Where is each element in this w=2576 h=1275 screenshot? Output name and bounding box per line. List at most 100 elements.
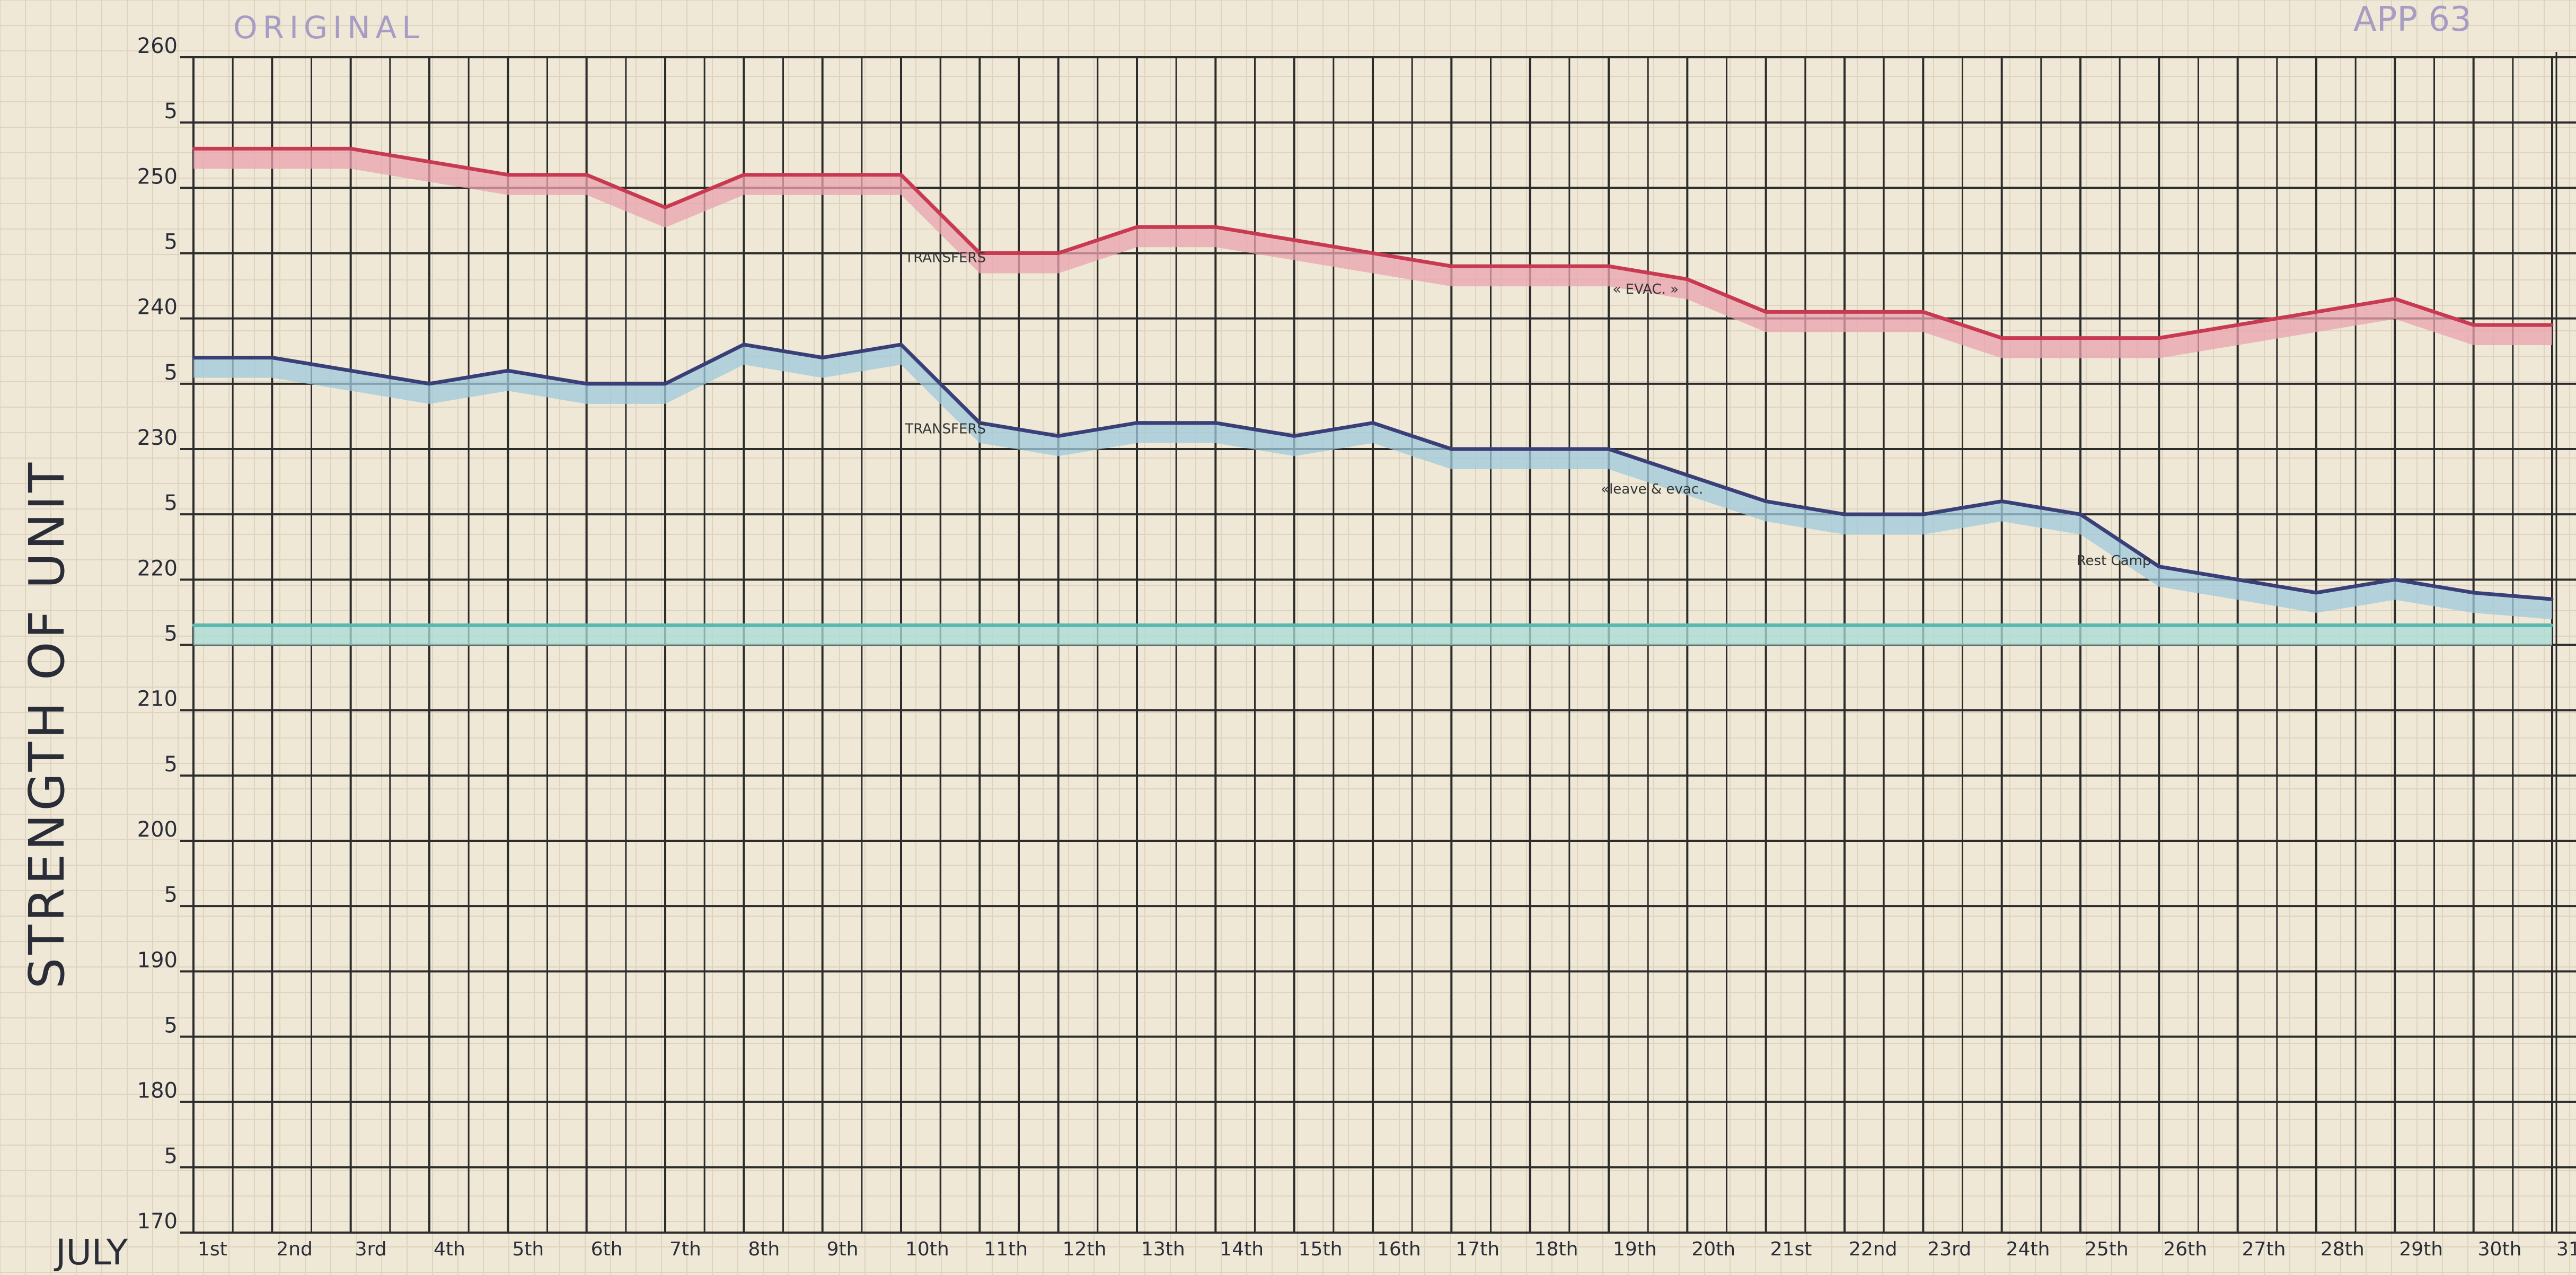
x-tick-label: 10th: [905, 1238, 949, 1260]
series-2-point: [1293, 434, 1296, 437]
series-2-point: [2236, 578, 2239, 581]
y-axis-title: STRENGTH OF UNIT: [19, 460, 75, 989]
x-tick-label: 5th: [512, 1238, 544, 1260]
x-tick-label: 21st: [1770, 1238, 1812, 1260]
y-tick-label: 190: [137, 948, 178, 972]
series-1-point: [1371, 252, 1374, 254]
series-1-point: [1843, 310, 1846, 313]
series-1-point: [192, 147, 195, 150]
series-3-point: [1057, 624, 1060, 627]
series-2-point: [1214, 421, 1217, 425]
series-1-point: [664, 206, 667, 209]
series-3-point: [2551, 624, 2554, 627]
series-1-point: [428, 160, 431, 163]
series-3-point: [1765, 624, 1768, 627]
x-tick-label: 14th: [1220, 1238, 1264, 1260]
annotation-label: « EVAC. »: [1612, 282, 1679, 297]
y-tick-label: 5: [164, 491, 178, 515]
series-1-point: [1529, 265, 1532, 268]
series-2-point: [1843, 513, 1846, 516]
series-2-point: [664, 382, 667, 385]
y-tick-label: 240: [137, 295, 178, 320]
series-3-point: [899, 624, 903, 627]
series-2-point: [1371, 421, 1374, 425]
series-1-point: [899, 173, 903, 177]
x-tick-label: 17th: [1455, 1238, 1499, 1260]
series-2-point: [2551, 597, 2554, 601]
series-2-point: [2000, 500, 2004, 503]
series-3-point: [2157, 624, 2160, 627]
annotation-label: TRANSFERS: [904, 250, 986, 266]
y-tick-label: 260: [137, 34, 178, 58]
series-1-point: [1214, 225, 1217, 228]
series-1-point: [506, 173, 509, 177]
series-1-point: [2000, 337, 2004, 340]
x-tick-label: 25th: [2085, 1238, 2129, 1260]
x-tick-label: 15th: [1299, 1238, 1343, 1260]
y-tick-label: 5: [164, 99, 178, 124]
series-3-point: [664, 624, 667, 627]
y-tick-label: 5: [164, 230, 178, 254]
series-3-point: [2079, 624, 2082, 627]
series-1-point: [2315, 310, 2318, 313]
x-tick-label: 3rd: [355, 1238, 387, 1260]
x-tick-label: 23rd: [1927, 1238, 1971, 1260]
series-3-point: [585, 624, 588, 627]
series-3-point: [1371, 624, 1374, 627]
x-tick-label: 28th: [2321, 1238, 2365, 1260]
x-tick-label: 31st: [2556, 1238, 2576, 1260]
series-1-point: [1293, 239, 1296, 242]
x-tick-label: 20th: [1691, 1238, 1735, 1260]
x-tick-label: 16th: [1377, 1238, 1421, 1260]
x-tick-label: 6th: [591, 1238, 623, 1260]
series-3-point: [2236, 624, 2239, 627]
series-1-point: [1765, 310, 1768, 313]
series-2-point: [2079, 513, 2082, 516]
series-3-point: [2472, 624, 2475, 627]
x-tick-label: 26th: [2163, 1238, 2207, 1260]
y-tick-label: 5: [164, 883, 178, 907]
series-2-point: [1450, 447, 1453, 451]
series-2-point: [821, 356, 824, 359]
series-1-point: [2551, 323, 2554, 327]
series-3-point: [428, 624, 431, 627]
series-1-point: [821, 173, 824, 177]
y-tick-label: 250: [137, 164, 178, 189]
series-3-point: [1921, 624, 1925, 627]
series-1-point: [1607, 265, 1610, 268]
series-3-point: [2000, 624, 2004, 627]
series-1-point: [2079, 337, 2082, 340]
series-2-point: [506, 369, 509, 372]
series-2-point: [899, 343, 903, 346]
series-3-point: [2393, 624, 2396, 627]
x-tick-label: 19th: [1613, 1238, 1657, 1260]
y-tick-label: 5: [164, 1014, 178, 1038]
series-2-point: [192, 356, 195, 359]
series-2-point: [2472, 591, 2475, 594]
series-1-point: [349, 147, 352, 150]
x-tick-label: 18th: [1534, 1238, 1578, 1260]
annotation-label: «leave & evac.: [1601, 481, 1703, 497]
series-3-point: [1607, 624, 1610, 627]
x-tick-label: 11th: [984, 1238, 1028, 1260]
series-3-point: [270, 624, 274, 627]
series-2-point: [1135, 421, 1139, 425]
appendix-ref: APP 63: [2353, 0, 2472, 39]
y-tick-label: 230: [137, 426, 178, 450]
series-3-shade: [193, 625, 2552, 646]
series-1-point: [2236, 323, 2239, 327]
stamp-original: ORIGINAL: [233, 10, 424, 46]
series-3-point: [1293, 624, 1296, 627]
series-1-point: [2472, 323, 2475, 327]
series-3-point: [1450, 624, 1453, 627]
tick-labels: 170 5 180 5 190 5 200 5 210 5 220 5 230 5 240 5 250 5 260 1…: [137, 34, 2576, 1260]
series-2-point: [2157, 565, 2160, 568]
series-2-point: [1607, 447, 1610, 451]
series-1-point: [270, 147, 274, 150]
series-1-point: [585, 173, 588, 177]
series-3-point: [978, 624, 981, 627]
series-2-point: [1921, 513, 1925, 516]
